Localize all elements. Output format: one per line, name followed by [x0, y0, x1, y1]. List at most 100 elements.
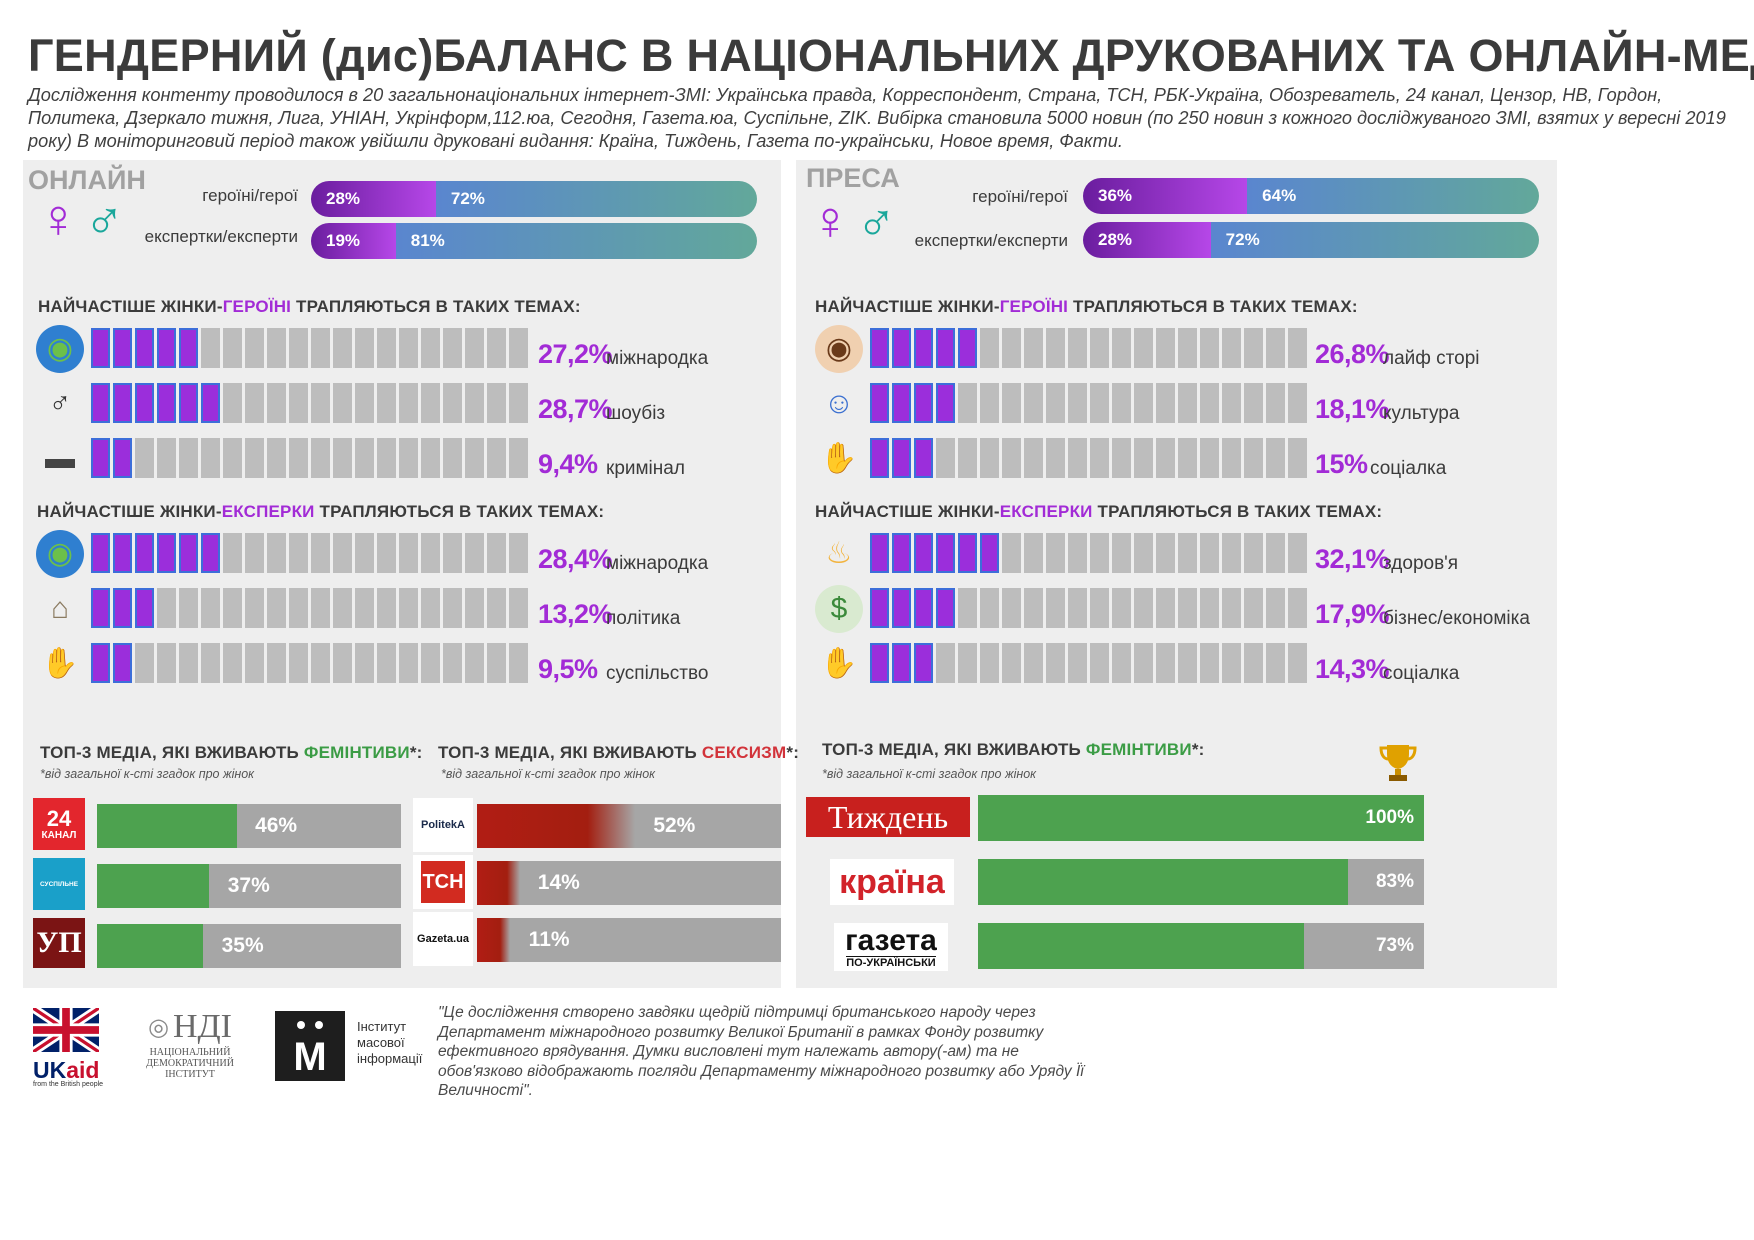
- ukaid-logo: UKaid from the British people: [30, 1004, 103, 1088]
- bar-segment-filled: [179, 383, 198, 423]
- media-bar: 37%: [97, 864, 401, 908]
- male-share-label: 72%: [450, 189, 485, 208]
- bar-segment-empty: [1178, 643, 1197, 683]
- bar-segment-filled: [936, 383, 955, 423]
- bar-segment-empty: [1222, 328, 1241, 368]
- female-share-bar: 28%: [1083, 222, 1211, 258]
- logo-text: УП: [36, 926, 82, 959]
- bar-segment-empty: [1090, 438, 1109, 478]
- bar-segment-empty: [1068, 643, 1087, 683]
- pistol-icon: ▬: [45, 442, 75, 475]
- bar-segment-filled: [914, 383, 933, 423]
- globe-icon: ◉: [36, 530, 84, 578]
- topic-percent: 14,3%: [1315, 654, 1390, 684]
- bar-segment-empty: [1222, 438, 1241, 478]
- bar-segment-empty: [333, 438, 352, 478]
- bar-segment-empty: [355, 438, 374, 478]
- bar-segment-empty: [333, 383, 352, 423]
- bar-segment-empty: [311, 643, 330, 683]
- male-share-bar: 72%: [435, 181, 757, 217]
- bar-segment-empty: [1200, 533, 1219, 573]
- bar-segment-empty: [1266, 588, 1285, 628]
- eye-icon: ◉: [815, 325, 863, 373]
- media-row: СУСПІЛЬНЕ 37%: [33, 858, 401, 914]
- bar-segment-empty: [1112, 328, 1131, 368]
- bar-segment-empty: [465, 383, 484, 423]
- topic-name: міжнародка: [606, 553, 709, 574]
- media-logo: Gazeta.ua: [413, 912, 473, 966]
- bar-segment-empty: [1002, 588, 1021, 628]
- bar-segment-filled: [914, 328, 933, 368]
- bar-segment-filled: [914, 643, 933, 683]
- topic-name: політика: [606, 608, 681, 629]
- bar-segment-empty: [958, 643, 977, 683]
- bar-segment-empty: [509, 438, 528, 478]
- bar-segment-empty: [157, 588, 176, 628]
- bar-segment-empty: [487, 328, 506, 368]
- bar-segment-empty: [1024, 643, 1043, 683]
- bar-segment-empty: [1002, 533, 1021, 573]
- bar-segment-empty: [289, 328, 308, 368]
- topic-row: ☺ 18,1% культура: [815, 380, 1555, 430]
- waving-hand-icon: ✋: [820, 647, 858, 680]
- heroes-ratio-label: героїні/герої: [202, 186, 298, 205]
- topic-bar: [91, 588, 528, 628]
- topic-bar: [91, 383, 528, 423]
- online-sexism-heading: ТОП-3 МЕДІА, ЯКІ ВЖИВАЮТЬ СЕКСИЗМ*:: [438, 743, 800, 762]
- logo-text: Gazeta.ua: [417, 933, 469, 945]
- bar-segment-empty: [1068, 438, 1087, 478]
- bar-segment-empty: [157, 438, 176, 478]
- topic-percent: 13,2%: [538, 599, 613, 629]
- bar-segment-empty: [1112, 588, 1131, 628]
- bar-segment-empty: [1090, 643, 1109, 683]
- bar-segment-empty: [465, 533, 484, 573]
- bar-segment-filled: [113, 588, 132, 628]
- bar-segment-empty: [333, 533, 352, 573]
- bar-segment-empty: [509, 588, 528, 628]
- bar-segment-filled: [157, 533, 176, 573]
- bar-segment-empty: [311, 328, 330, 368]
- bar-segment-empty: [267, 643, 286, 683]
- media-logo: газета ПО-УКРАЇНСЬКИ: [834, 923, 948, 971]
- bar-segment-filled: [958, 533, 977, 573]
- press-heroines-heading: НАЙЧАСТІШЕ ЖІНКИ-ГЕРОЇНІ ТРАПЛЯЮТЬСЯ В Т…: [815, 297, 1358, 316]
- topic-bar: [91, 533, 528, 573]
- bar-segment-empty: [1200, 383, 1219, 423]
- topic-row: ♨ 32,1% здоров'я: [815, 530, 1555, 580]
- gender-ratio-bar: 36% 64%: [1083, 178, 1539, 214]
- female-share-label: 28%: [1098, 230, 1133, 249]
- ukaid-aid: aid: [66, 1057, 100, 1083]
- bar-segment-filled: [936, 588, 955, 628]
- bar-segment-empty: [1178, 533, 1197, 573]
- bar-segment-filled: [113, 643, 132, 683]
- bar-segment-empty: [399, 438, 418, 478]
- bar-segment-filled: [179, 328, 198, 368]
- media-bar-value: 14%: [537, 871, 580, 894]
- media-bar-value: 11%: [528, 928, 570, 951]
- bar-segment-empty: [1244, 328, 1263, 368]
- bar-segment-empty: [1156, 533, 1175, 573]
- bar-segment-empty: [1068, 588, 1087, 628]
- bar-segment-empty: [443, 588, 462, 628]
- bar-segment-empty: [399, 588, 418, 628]
- gender-ratio-bar: 28% 72%: [1083, 222, 1539, 258]
- media-row: Тиждень 100%: [806, 795, 1424, 851]
- bar-segment-empty: [399, 643, 418, 683]
- media-bar: 35%: [97, 924, 401, 968]
- female-share-label: 19%: [326, 231, 361, 250]
- bar-segment-empty: [1222, 643, 1241, 683]
- bar-segment-empty: [421, 533, 440, 573]
- bar-segment-empty: [1200, 328, 1219, 368]
- bar-segment-empty: [377, 533, 396, 573]
- gender-ratio-bar: 19% 81%: [311, 223, 757, 259]
- topic-row: ✋ 15% соціалка: [815, 435, 1555, 485]
- media-row: газета ПО-УКРАЇНСЬКИ 73%: [806, 923, 1424, 979]
- bar-segment-empty: [333, 328, 352, 368]
- bar-segment-empty: [465, 438, 484, 478]
- bar-segment-empty: [1090, 533, 1109, 573]
- bar-segment-empty: [377, 328, 396, 368]
- logo-text: Тиждень: [827, 798, 949, 835]
- bar-segment-empty: [443, 438, 462, 478]
- bar-segment-empty: [1024, 383, 1043, 423]
- topic-row: ✋ 14,3% соціалка: [815, 640, 1555, 690]
